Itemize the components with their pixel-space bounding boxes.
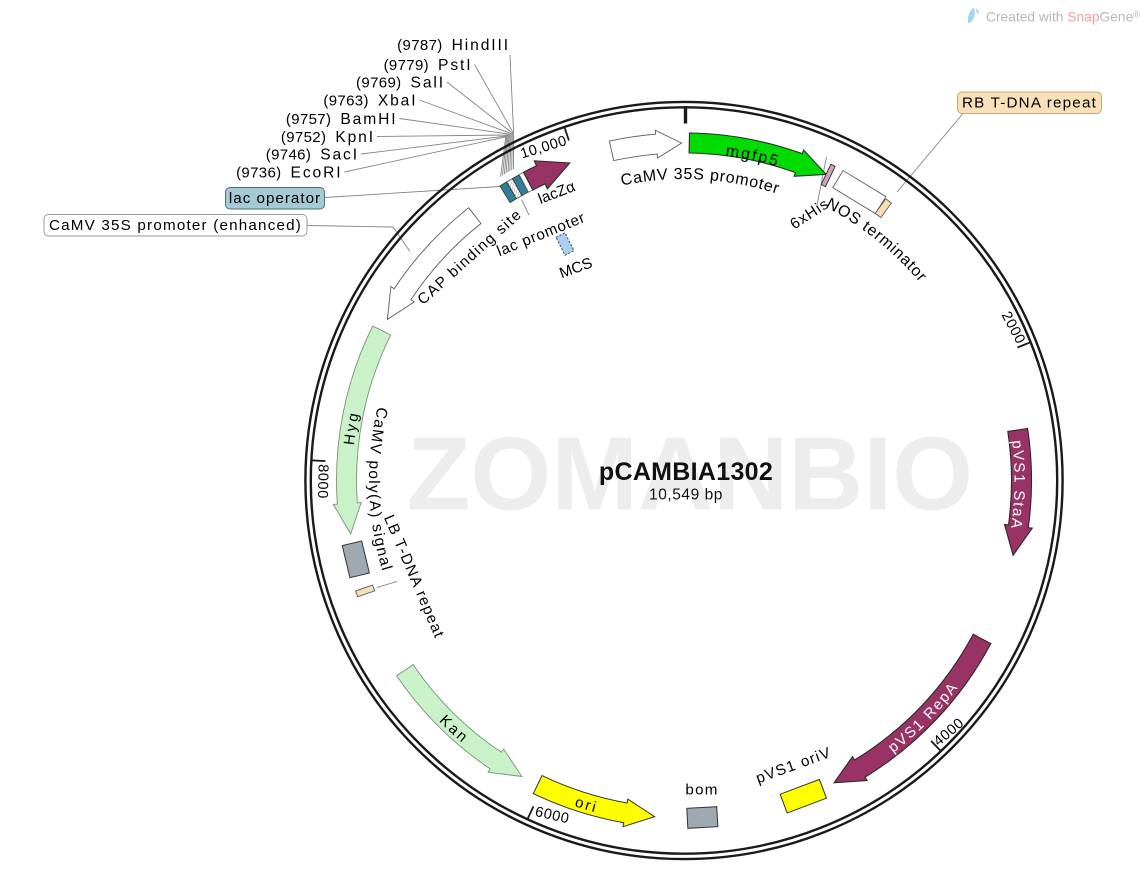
svg-text:(9757)BamHI: (9757) BamHI (286, 111, 398, 128)
svg-text:bom: bom (685, 782, 718, 799)
svg-text:(9746)SacI: (9746) SacI (266, 147, 359, 164)
svg-text:pCAMBIA1302: pCAMBIA1302 (599, 458, 773, 486)
svg-text:ZOMANBIO: ZOMANBIO (407, 417, 973, 533)
svg-text:8000: 8000 (314, 464, 331, 499)
svg-text:lac operator: lac operator (229, 190, 321, 207)
svg-text:Created with SnapGene®: Created with SnapGene® (986, 10, 1140, 25)
svg-text:(9779)PstI: (9779) PstI (384, 57, 473, 74)
svg-text:(9736)EcoRI: (9736) EcoRI (236, 165, 342, 182)
svg-text:6000: 6000 (534, 804, 571, 827)
svg-text:Hyg: Hyg (341, 409, 363, 446)
svg-text:RB T-DNA repeat: RB T-DNA repeat (962, 95, 1097, 112)
svg-text:(9752)KpnI: (9752) KpnI (281, 129, 375, 146)
svg-text:(9763)XbaI: (9763) XbaI (323, 93, 417, 110)
svg-text:CaMV 35S promoter (enhanced): CaMV 35S promoter (enhanced) (49, 217, 302, 234)
svg-text:pVS1 StaA: pVS1 StaA (1007, 439, 1028, 531)
svg-text:(9769)SalI: (9769) SalI (356, 75, 445, 92)
svg-text:ori: ori (573, 794, 600, 817)
svg-text:(9787)HindIII: (9787) HindIII (397, 37, 510, 54)
svg-text:10,549 bp: 10,549 bp (649, 487, 723, 504)
